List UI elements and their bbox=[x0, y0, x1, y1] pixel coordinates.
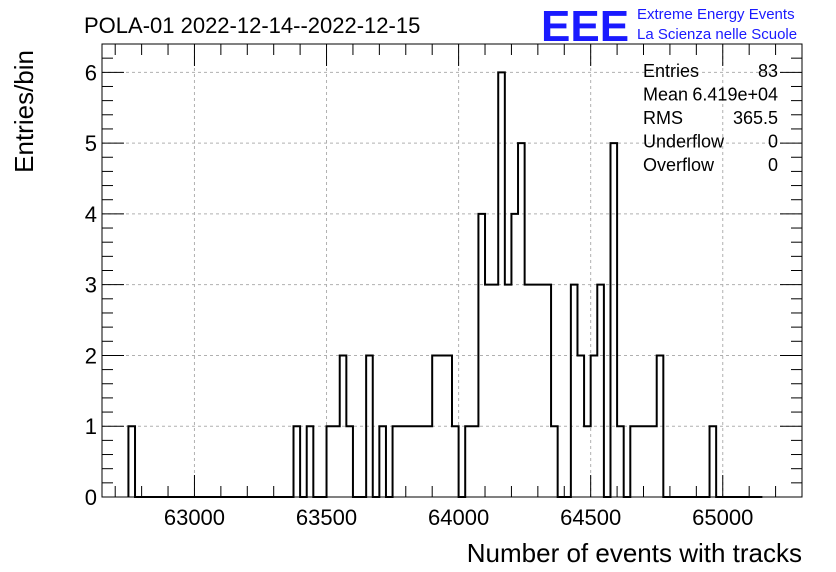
stat-value: 6.419e+04 bbox=[692, 85, 778, 105]
y-tick-label: 1 bbox=[85, 414, 97, 439]
stat-value: 365.5 bbox=[733, 108, 778, 128]
chart-title: POLA-01 2022-12-14--2022-12-15 bbox=[84, 13, 420, 38]
statistics-box: Entries 83 Mean 6.419e+04 RMS 365.5 Underflow 0… bbox=[643, 61, 778, 175]
x-tick-label: 64500 bbox=[560, 505, 621, 530]
y-tick-label: 5 bbox=[85, 131, 97, 156]
axis-ticks bbox=[102, 43, 803, 498]
x-tick-labels: 63000 63500 64000 64500 65000 bbox=[164, 505, 753, 530]
stat-label: Overflow bbox=[643, 155, 715, 175]
plot-frame bbox=[101, 43, 803, 498]
stat-value: 83 bbox=[758, 61, 778, 81]
stat-value: 0 bbox=[768, 155, 778, 175]
logo-line-2: La Scienza nelle Scuole bbox=[637, 26, 797, 43]
y-tick-label: 4 bbox=[85, 202, 97, 227]
x-tick-label: 64000 bbox=[428, 505, 489, 530]
y-tick-label: 3 bbox=[85, 273, 97, 298]
x-tick-label: 63500 bbox=[296, 505, 357, 530]
y-tick-label: 2 bbox=[85, 343, 97, 368]
stat-label: Entries bbox=[643, 61, 699, 81]
y-tick-labels: 0 1 2 3 4 5 6 bbox=[85, 60, 97, 510]
logo-line-1: Extreme Energy Events bbox=[637, 6, 795, 23]
stat-label: Underflow bbox=[643, 132, 725, 152]
y-tick-label: 0 bbox=[85, 485, 97, 510]
stat-label: RMS bbox=[643, 108, 683, 128]
histogram-outline bbox=[127, 71, 763, 498]
x-tick-label: 65000 bbox=[692, 505, 753, 530]
x-tick-label: 63000 bbox=[164, 505, 225, 530]
stat-value: 0 bbox=[768, 132, 778, 152]
grid-lines bbox=[102, 44, 802, 497]
stat-label: Mean bbox=[643, 85, 688, 105]
logo-wordmark: EEE bbox=[541, 2, 629, 51]
y-tick-label: 6 bbox=[85, 60, 97, 85]
y-axis-title: Entries/bin bbox=[9, 50, 39, 173]
x-axis-title: Number of events with tracks bbox=[467, 538, 802, 568]
eee-logo: EEE Extreme Energy Events La Scienza nel… bbox=[541, 2, 797, 51]
